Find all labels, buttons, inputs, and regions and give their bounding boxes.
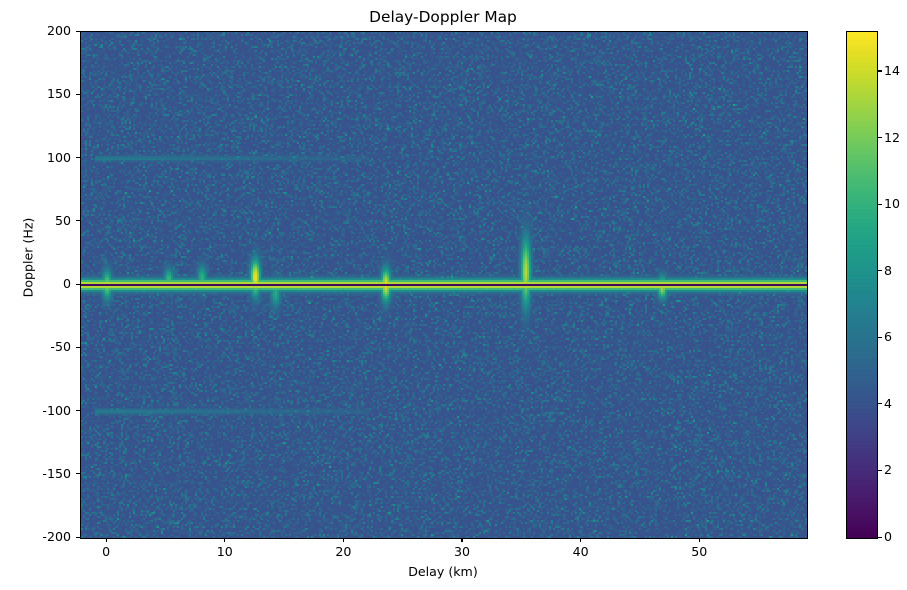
x-axis-label: Delay (km) (408, 564, 478, 579)
y-tick-label: 150 (46, 86, 71, 102)
y-tick-label: 200 (46, 23, 71, 38)
y-tick-mark (76, 220, 80, 222)
colorbar-canvas (847, 32, 877, 538)
y-tick-mark (76, 536, 80, 538)
colorbar-tick-label: 6 (884, 329, 893, 345)
colorbar-tick-label: 2 (884, 462, 893, 478)
y-tick-mark (76, 283, 80, 285)
y-tick-label: -150 (42, 465, 71, 481)
y-axis-label: Doppler (Hz) (20, 217, 36, 298)
y-tick-label: 50 (54, 212, 71, 228)
colorbar-tick-mark (878, 536, 882, 538)
y-tick-label: -200 (42, 529, 71, 544)
colorbar-tick-label: 14 (884, 62, 901, 78)
y-tick-mark (76, 93, 80, 95)
y-tick-label: -100 (42, 402, 71, 418)
colorbar-gradient (846, 31, 878, 539)
colorbar-tick-mark (878, 137, 882, 139)
colorbar-tick-label: 10 (884, 196, 901, 212)
delay-doppler-heatmap (81, 32, 807, 538)
colorbar (846, 31, 878, 539)
x-tick-mark (105, 538, 107, 542)
y-tick-mark (76, 346, 80, 348)
colorbar-tick-label: 8 (884, 262, 893, 278)
colorbar-tick-mark (878, 70, 882, 72)
x-tick-label: 10 (216, 544, 233, 559)
page-title: Delay-Doppler Map (369, 8, 517, 26)
x-tick-label: 50 (691, 544, 708, 559)
colorbar-tick-mark (878, 203, 882, 205)
y-tick-mark (76, 473, 80, 475)
x-tick-label: 20 (335, 544, 352, 559)
y-tick-mark (76, 157, 80, 159)
y-tick-label: 0 (62, 276, 71, 291)
y-tick-mark (76, 410, 80, 412)
colorbar-tick-mark (878, 336, 882, 338)
y-tick-label: -50 (50, 339, 71, 355)
colorbar-tick-mark (878, 270, 882, 272)
x-tick-mark (580, 538, 582, 542)
colorbar-tick-mark (878, 403, 882, 405)
y-tick-mark (76, 30, 80, 32)
x-tick-mark (224, 538, 226, 542)
x-tick-label: 40 (572, 544, 589, 559)
x-tick-mark (342, 538, 344, 542)
heatmap-plot-area (80, 31, 808, 539)
colorbar-tick-label: 12 (884, 129, 901, 145)
y-tick-label: 100 (46, 149, 71, 165)
colorbar-tick-mark (878, 469, 882, 471)
colorbar-tick-label: 4 (884, 395, 893, 411)
x-tick-label: 30 (453, 544, 470, 559)
colorbar-tick-label: 0 (884, 529, 893, 544)
x-tick-mark (461, 538, 463, 542)
x-tick-mark (698, 538, 700, 542)
x-tick-label: 0 (102, 544, 111, 559)
